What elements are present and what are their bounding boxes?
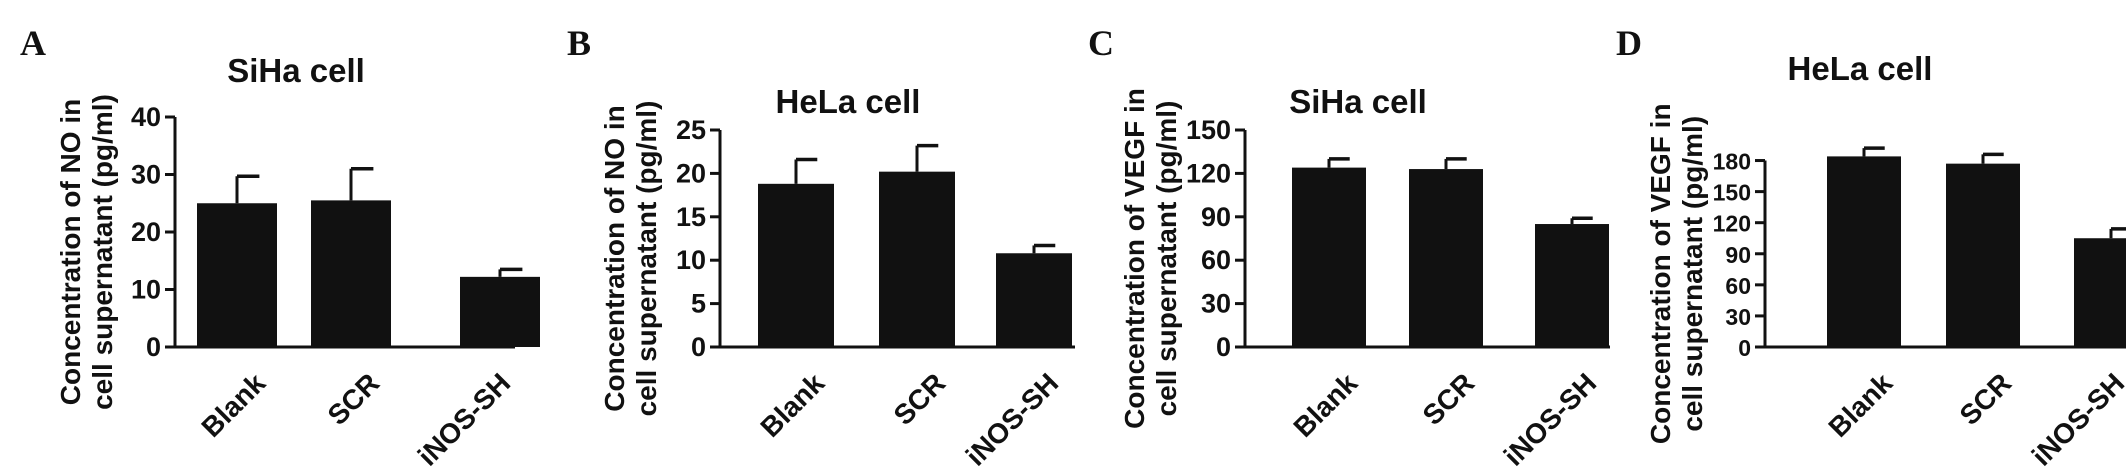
chart-title: SiHa cell (1289, 83, 1427, 120)
y-tick-label: 25 (676, 115, 706, 145)
x-tick-label: SCR (888, 367, 952, 431)
bar-scr (1409, 169, 1483, 347)
bar-scr (311, 200, 391, 347)
panel-letter: C (1088, 23, 1114, 63)
y-tick-label: 60 (1725, 273, 1751, 299)
x-tick-label: iNOS-SH (412, 367, 516, 471)
chart-title: HeLa cell (776, 83, 921, 120)
y-tick-label: 90 (1201, 202, 1231, 232)
x-tick-label: Blank (754, 367, 830, 443)
y-tick-label: 10 (676, 245, 706, 275)
x-tick-label: iNOS-SH (2026, 367, 2126, 471)
y-tick-label: 0 (691, 332, 706, 362)
x-tick-label: SCR (1954, 367, 2018, 431)
y-axis-label-line2: cell supernatant (pg/ml) (1151, 101, 1182, 417)
y-tick-label: 30 (1201, 289, 1231, 319)
x-tick-label: Blank (1822, 367, 1898, 443)
bar-scr (1946, 163, 2020, 347)
bar-blank (197, 203, 277, 347)
x-tick-label: Blank (195, 367, 271, 443)
y-tick-label: 30 (1725, 304, 1751, 330)
x-tick-label: SCR (322, 367, 386, 431)
y-axis-label-line1: Concentration of VEGF in (1645, 103, 1676, 444)
x-tick-label: iNOS-SH (960, 367, 1064, 471)
y-tick-label: 30 (131, 160, 161, 190)
bar-scr (879, 171, 955, 347)
y-tick-label: 40 (131, 102, 161, 132)
y-tick-label: 0 (1738, 335, 1751, 361)
chart-panel-d: D HeLa cell Concentration of VEGF in cell s… (1616, 23, 2126, 472)
y-axis-label-line2: cell supernatant (pg/ml) (87, 94, 118, 410)
y-tick-label: 15 (676, 202, 706, 232)
bar-inos-sh (1535, 224, 1609, 347)
x-tick-label: Blank (1287, 367, 1363, 443)
y-tick-label: 150 (1186, 115, 1231, 145)
bar-blank (1827, 156, 1901, 347)
y-tick-label: 0 (146, 332, 161, 362)
panel-letter: B (567, 23, 591, 63)
y-tick-label: 60 (1201, 245, 1231, 275)
y-tick-label: 5 (691, 289, 706, 319)
chart-panel-c: C SiHa cell Concentration of VEGF in cell s… (1088, 23, 1610, 472)
y-tick-label: 150 (1713, 180, 1751, 206)
y-tick-label: 180 (1713, 149, 1751, 175)
y-tick-label: 90 (1725, 242, 1751, 268)
y-tick-label: 120 (1186, 158, 1231, 188)
y-axis-label-line1: Concentration of NO in (55, 99, 86, 405)
y-axis-label-line2: cell supernatant (pg/ml) (1677, 116, 1708, 432)
x-tick-label: SCR (1417, 367, 1481, 431)
y-tick-label: 20 (131, 217, 161, 247)
chart-title: SiHa cell (227, 52, 365, 89)
x-tick-label: iNOS-SH (1498, 367, 1602, 471)
y-tick-label: 0 (1216, 332, 1231, 362)
y-axis-label-line1: Concentration of NO in (599, 105, 630, 411)
bar-blank (758, 183, 834, 347)
y-tick-label: 120 (1713, 211, 1751, 237)
chart-panel-a: A SiHa cell Concentration of NO in cell sup… (20, 23, 540, 472)
panel-letter: A (20, 23, 46, 63)
chart-title: HeLa cell (1788, 50, 1933, 87)
bar-inos-sh (460, 276, 540, 347)
y-axis-label-line2: cell supernatant (pg/ml) (631, 101, 662, 417)
y-tick-label: 10 (131, 275, 161, 305)
y-tick-label: 20 (676, 158, 706, 188)
chart-panel-b: B HeLa cell Concentration of NO in cell sup… (567, 23, 1075, 472)
bar-inos-sh (996, 253, 1072, 347)
bar-inos-sh (2074, 238, 2126, 347)
panel-letter: D (1616, 23, 1642, 63)
y-axis-label-line1: Concentration of VEGF in (1119, 88, 1150, 429)
bar-blank (1292, 167, 1366, 347)
